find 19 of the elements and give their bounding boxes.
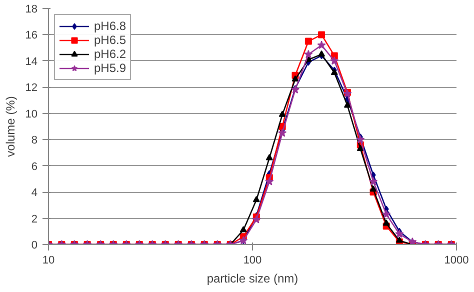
y-tick-label: 14: [25, 56, 38, 68]
x-tick-label: 10: [42, 254, 55, 266]
y-tick-label: 4: [31, 187, 38, 200]
y-tick-label: 8: [31, 134, 38, 147]
legend-label: pH6.5: [94, 33, 126, 47]
y-axis-title: volume (%): [3, 96, 18, 157]
y-tick-label: 18: [25, 4, 38, 16]
y-tick-label: 0: [31, 240, 38, 252]
legend-label: pH5.9: [94, 61, 126, 75]
y-tick-label: 16: [25, 30, 38, 42]
y-tick-label: 2: [31, 213, 38, 226]
legend-label: pH6.2: [94, 47, 126, 61]
x-axis-title: particle size (nm): [206, 272, 298, 286]
x-tick-label: 100: [243, 254, 262, 266]
y-tick-label: 6: [31, 160, 38, 173]
y-tick-label: 12: [25, 82, 38, 94]
legend-label: pH6.8: [94, 19, 126, 33]
y-tick-label: 10: [25, 108, 38, 120]
x-tick-label: 1000: [444, 254, 469, 266]
